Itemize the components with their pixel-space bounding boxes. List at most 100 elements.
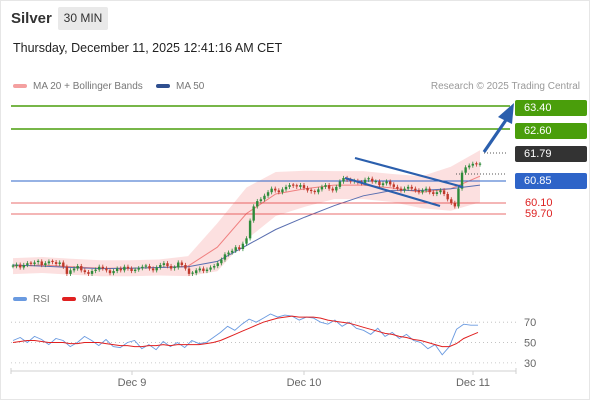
- candle-body: [428, 188, 431, 193]
- candle-body: [151, 268, 155, 271]
- candle-body: [424, 188, 428, 191]
- candle-body: [133, 269, 137, 272]
- candle-body: [410, 186, 413, 189]
- timeframe-badge[interactable]: 30 MIN: [58, 7, 108, 30]
- candle-body: [248, 220, 252, 239]
- legend-ma9: 9MA: [62, 294, 103, 305]
- candle-body: [263, 195, 266, 200]
- candle-body: [137, 268, 140, 270]
- candle-body: [381, 183, 385, 186]
- candle-body: [338, 181, 342, 187]
- legend-rsi: RSI: [13, 294, 50, 305]
- candle-body: [266, 192, 270, 196]
- legend-ma20: MA 20 + Bollinger Bands: [13, 81, 143, 92]
- candle-body: [306, 187, 309, 191]
- legend-ma20-label: MA 20 + Bollinger Bands: [33, 81, 143, 92]
- candle-body: [288, 185, 291, 187]
- ma20-swatch: [13, 84, 27, 89]
- candle-body: [159, 265, 162, 268]
- candle-body: [457, 188, 460, 207]
- candle-body: [299, 185, 302, 187]
- candle-body: [87, 272, 90, 274]
- candle-body: [123, 266, 126, 271]
- candle-body: [105, 268, 108, 271]
- symbol-title: Silver: [11, 10, 52, 27]
- candle-body: [126, 266, 130, 269]
- candle-body: [464, 167, 467, 173]
- candle-body: [421, 190, 424, 193]
- candle-body: [378, 181, 381, 186]
- candle-body: [335, 186, 338, 191]
- candle-body: [54, 262, 58, 264]
- candle-body: [33, 262, 36, 264]
- candle-body: [209, 267, 212, 270]
- legend-rsi-label: RSI: [33, 294, 50, 305]
- candle-body: [460, 172, 464, 189]
- candle-body: [98, 266, 101, 270]
- candle-body: [94, 269, 97, 272]
- rsi-y-tick: 50: [524, 338, 536, 350]
- candle-body: [403, 188, 406, 191]
- x-axis-tick-label: Dec 10: [287, 377, 322, 389]
- candle-body: [90, 271, 94, 274]
- legend-ma50: MA 50: [156, 81, 204, 92]
- candle-body: [198, 268, 201, 271]
- candle-body: [40, 261, 43, 265]
- ma9-swatch: [62, 297, 76, 302]
- candle-body: [432, 192, 435, 194]
- candle-body: [223, 254, 227, 260]
- candle-body: [119, 268, 122, 271]
- x-axis-tick-label: Dec 11: [456, 377, 490, 389]
- candle-body: [435, 192, 439, 194]
- candle-body: [47, 261, 51, 264]
- candle-body: [227, 252, 230, 255]
- candle-body: [241, 243, 245, 250]
- price-chart: [11, 103, 514, 277]
- candle-body: [144, 265, 148, 267]
- price-tag-last: 61.79: [515, 146, 587, 162]
- candle-body: [130, 268, 133, 272]
- candle-body: [385, 181, 388, 184]
- candle-body: [277, 190, 281, 193]
- rsi-y-tick: 30: [524, 358, 536, 370]
- candle-body: [270, 188, 273, 193]
- candle-body: [313, 190, 316, 193]
- trendline-upper: [354, 156, 464, 189]
- chart-header: Silver 30 MIN: [0, 0, 590, 36]
- candle-body: [195, 270, 198, 274]
- candle-body: [442, 190, 446, 194]
- candle-body: [83, 270, 87, 273]
- candle-body: [295, 185, 298, 187]
- candle-body: [51, 260, 54, 263]
- candle-body: [309, 189, 313, 192]
- candle-body: [62, 262, 65, 267]
- candle-body: [406, 186, 410, 189]
- candle-body: [284, 186, 288, 190]
- candle-body: [274, 188, 277, 191]
- candle-body: [216, 263, 219, 267]
- price-tag-target-2: 63.40: [515, 100, 587, 116]
- candle-body: [367, 178, 370, 180]
- candle-body: [191, 272, 194, 274]
- candle-body: [180, 262, 184, 265]
- candle-body: [26, 263, 29, 265]
- candle-body: [18, 264, 22, 268]
- candle-body: [292, 184, 295, 186]
- ma9-line: [12, 315, 479, 348]
- candle-body: [205, 269, 209, 272]
- candle-body: [187, 268, 191, 274]
- candle-body: [371, 178, 374, 182]
- rsi-swatch: [13, 297, 27, 302]
- candle-body: [58, 262, 61, 264]
- candle-body: [166, 263, 169, 267]
- candle-body: [324, 185, 327, 187]
- candle-body: [320, 186, 324, 190]
- candle-body: [15, 264, 18, 267]
- candle-body: [259, 199, 263, 202]
- candle-body: [302, 185, 306, 188]
- candle-body: [115, 268, 119, 272]
- candle-body: [44, 263, 47, 265]
- candle-body: [22, 265, 25, 268]
- candle-body: [475, 163, 478, 165]
- forecast-arrow-shaft: [482, 119, 508, 153]
